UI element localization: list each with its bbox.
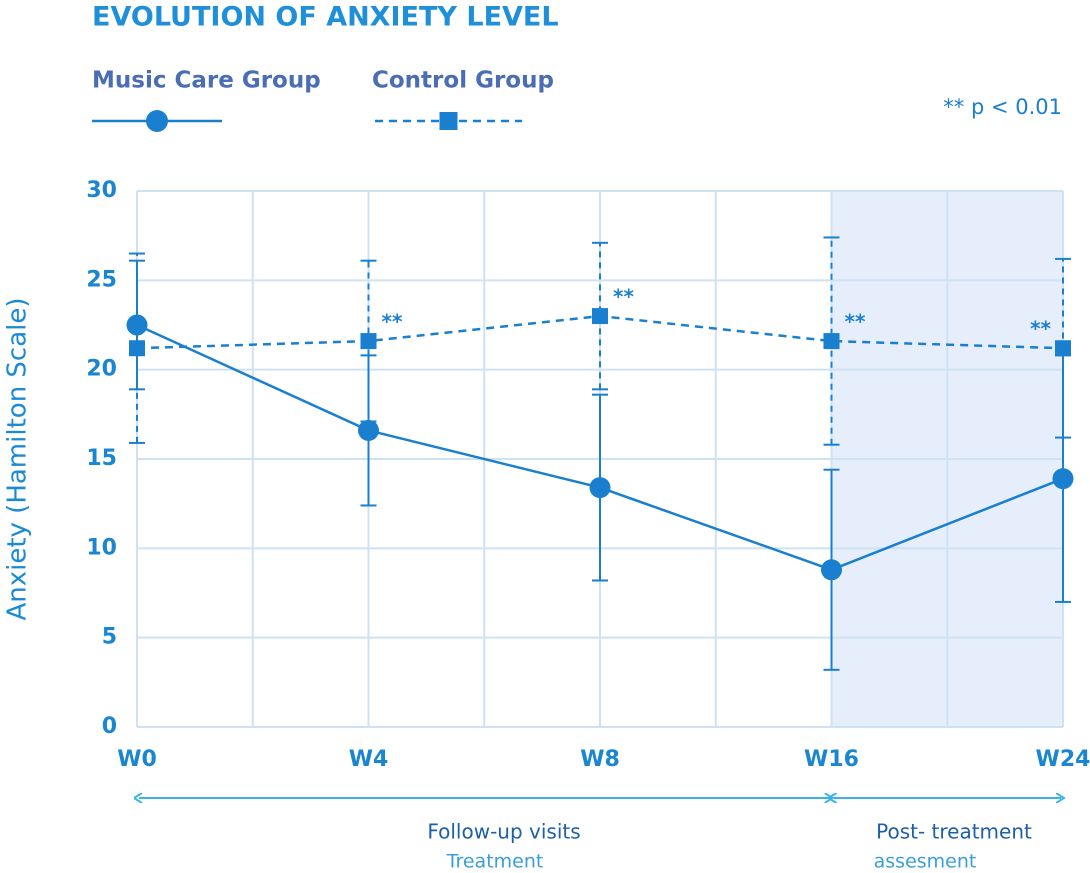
legend-marker (439, 112, 458, 130)
x-tick-label: W16 (804, 747, 859, 772)
data-point (821, 559, 842, 581)
phase-label: Follow-up visits (427, 820, 580, 844)
y-tick-label: 30 (86, 178, 117, 203)
data-point (823, 333, 840, 350)
data-point (1055, 340, 1071, 357)
y-tick-label: 5 (102, 625, 117, 650)
data-point (592, 308, 608, 325)
y-tick-label: 10 (86, 535, 117, 560)
error-bar (129, 252, 145, 444)
data-point (1052, 468, 1074, 490)
y-tick-label: 15 (86, 446, 117, 471)
x-tick-label: W4 (349, 747, 389, 772)
significance-label: ** (613, 285, 634, 309)
phase-label: Post- treatment (876, 820, 1032, 844)
legend-marker (146, 110, 168, 132)
y-tick-label: 20 (86, 357, 117, 382)
data-point (589, 477, 611, 499)
x-tick-label: W24 (1036, 747, 1090, 772)
significance-label: ** (845, 310, 866, 334)
y-tick-label: 25 (86, 267, 117, 292)
data-point (126, 314, 148, 336)
y-axis-label: Anxiety (Hamilton Scale) (3, 297, 33, 620)
x-tick-label: W8 (580, 747, 620, 772)
error-bar (592, 241, 608, 391)
y-tick-label: 0 (102, 714, 117, 739)
significance-label: ** (1030, 317, 1051, 341)
legend-label: Music Care Group (92, 68, 321, 94)
chart-title: EVOLUTION OF ANXIETY LEVEL (92, 2, 559, 33)
data-point (360, 333, 377, 350)
data-point (358, 419, 379, 441)
significance-label: ** (382, 310, 403, 334)
data-point (129, 340, 145, 357)
phase-sublabel: assesment (874, 851, 977, 873)
legend-label: Control Group (372, 68, 554, 94)
x-tick-label: W0 (117, 747, 157, 772)
phase-sublabel: Treatment (446, 851, 544, 873)
significance-note: ** p < 0.01 (943, 95, 1062, 119)
